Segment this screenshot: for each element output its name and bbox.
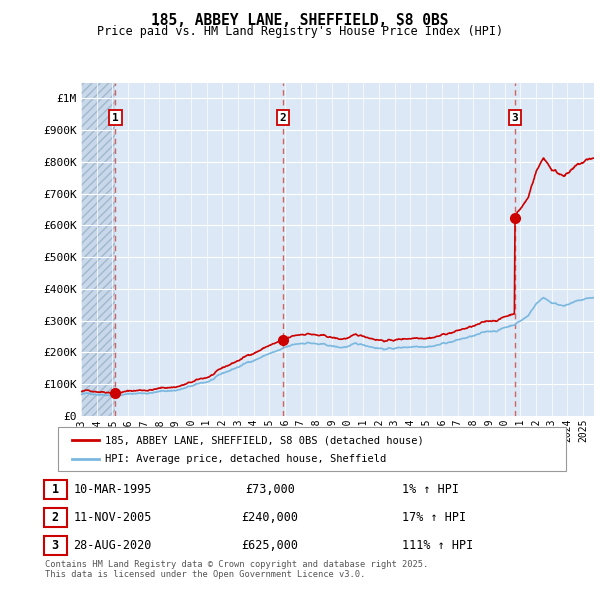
Text: 185, ABBEY LANE, SHEFFIELD, S8 0BS (detached house): 185, ABBEY LANE, SHEFFIELD, S8 0BS (deta…	[105, 435, 424, 445]
Text: 10-MAR-1995: 10-MAR-1995	[73, 483, 152, 496]
Text: 1: 1	[52, 483, 59, 496]
Text: 1: 1	[112, 113, 119, 123]
Text: 28-AUG-2020: 28-AUG-2020	[73, 539, 152, 552]
Text: 11-NOV-2005: 11-NOV-2005	[73, 511, 152, 524]
Text: 17% ↑ HPI: 17% ↑ HPI	[402, 511, 466, 524]
Text: £625,000: £625,000	[241, 539, 299, 552]
Text: 3: 3	[512, 113, 518, 123]
Bar	[81, 83, 115, 416]
Text: 2: 2	[52, 511, 59, 524]
Text: 185, ABBEY LANE, SHEFFIELD, S8 0BS: 185, ABBEY LANE, SHEFFIELD, S8 0BS	[151, 13, 449, 28]
Text: 3: 3	[52, 539, 59, 552]
Text: Price paid vs. HM Land Registry's House Price Index (HPI): Price paid vs. HM Land Registry's House …	[97, 25, 503, 38]
Text: HPI: Average price, detached house, Sheffield: HPI: Average price, detached house, Shef…	[105, 454, 386, 464]
Text: £240,000: £240,000	[241, 511, 299, 524]
Text: 111% ↑ HPI: 111% ↑ HPI	[402, 539, 473, 552]
Text: 2: 2	[280, 113, 286, 123]
Text: Contains HM Land Registry data © Crown copyright and database right 2025.
This d: Contains HM Land Registry data © Crown c…	[45, 560, 428, 579]
Text: 1% ↑ HPI: 1% ↑ HPI	[402, 483, 459, 496]
Text: £73,000: £73,000	[245, 483, 295, 496]
